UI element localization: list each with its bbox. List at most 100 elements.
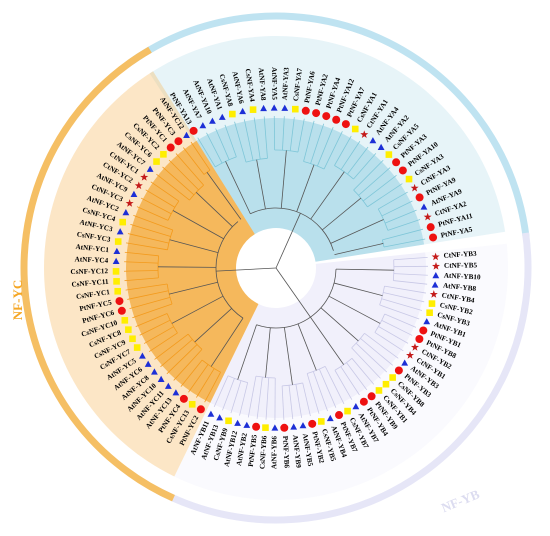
triangle-marker: [218, 113, 226, 120]
star-marker: [431, 262, 440, 270]
branch: [310, 123, 325, 164]
branch: [148, 332, 178, 352]
circle-marker: [398, 166, 407, 175]
square-marker: [249, 106, 257, 113]
triangle-marker: [146, 165, 154, 172]
square-marker: [188, 401, 196, 408]
square-marker: [292, 105, 299, 113]
triangle-marker: [420, 203, 428, 210]
branch: [247, 376, 257, 418]
triangle-marker: [432, 272, 440, 279]
triangle-marker: [270, 104, 278, 111]
triangle-marker: [209, 117, 216, 124]
branch: [288, 385, 294, 420]
branch: [139, 319, 171, 336]
circle-marker: [415, 334, 424, 343]
star-marker: [140, 173, 149, 181]
branch: [296, 164, 315, 212]
square-marker: [375, 387, 383, 394]
branch: [334, 135, 352, 166]
branch: [256, 269, 337, 329]
square-marker: [112, 268, 120, 275]
branch: [256, 377, 263, 419]
triangle-marker: [130, 190, 138, 197]
branch: [230, 380, 242, 414]
triangle-marker: [112, 257, 120, 265]
branch: [243, 119, 254, 161]
star-marker: [429, 290, 438, 298]
triangle-marker: [207, 410, 215, 417]
square-marker: [428, 300, 436, 307]
square-marker: [344, 407, 351, 415]
branch: [189, 184, 204, 201]
branch: [318, 368, 337, 408]
branch: [201, 359, 221, 373]
branch: [166, 344, 198, 375]
branch: [188, 364, 209, 393]
branch: [263, 116, 268, 159]
branch: [275, 213, 301, 269]
branch: [324, 366, 345, 405]
triangle-marker: [299, 422, 307, 429]
leaf-label: PtNF-YB6: [281, 436, 291, 469]
clade-label: NF-YB: [439, 486, 482, 515]
circle-marker: [179, 394, 188, 403]
branch: [173, 349, 203, 381]
branch: [364, 333, 399, 359]
circle-marker: [415, 193, 424, 202]
branch: [133, 215, 173, 231]
triangle-marker: [172, 389, 180, 396]
branch: [145, 189, 176, 208]
branch: [306, 373, 320, 414]
branch: [384, 285, 426, 294]
branch: [382, 228, 424, 241]
circle-marker: [312, 109, 321, 118]
branch: [169, 281, 218, 295]
branch: [182, 147, 205, 175]
branch: [213, 375, 229, 408]
branch: [384, 209, 417, 224]
branch: [227, 375, 248, 383]
branch: [353, 159, 384, 191]
clade-label: NF-YA: [413, 6, 456, 35]
branch: [124, 261, 159, 264]
branch: [156, 173, 190, 201]
branch: [381, 298, 423, 311]
circle-marker: [359, 397, 368, 406]
branch: [280, 150, 287, 209]
triangle-marker: [157, 375, 165, 382]
branch: [127, 233, 169, 244]
triangle-marker: [271, 424, 279, 431]
square-marker: [405, 175, 413, 183]
clade-background: [126, 140, 259, 403]
branch: [265, 377, 270, 420]
clade-label: NF-YC: [10, 280, 25, 320]
branch: [157, 255, 160, 278]
branch: [166, 313, 178, 334]
branch: [358, 167, 391, 196]
square-marker: [119, 218, 127, 226]
clade-background: [174, 243, 508, 500]
triangle-marker: [260, 104, 267, 112]
branch: [381, 320, 413, 336]
circle-marker: [341, 120, 350, 129]
branch: [334, 370, 353, 400]
branch: [132, 303, 173, 319]
branch: [379, 304, 420, 320]
leaf-label: AtNF-YC1: [75, 243, 110, 254]
branch: [169, 239, 219, 253]
leaf-label: AtNF-YB8: [443, 282, 477, 294]
triangle-marker: [234, 419, 242, 426]
clade-background: [149, 35, 506, 245]
triangle-marker: [290, 423, 298, 430]
branch: [351, 347, 381, 379]
branch: [124, 270, 159, 272]
branch: [158, 266, 217, 268]
leaf-label: AtNF-YA3: [281, 67, 291, 101]
triangle-marker: [216, 414, 224, 421]
branch: [143, 326, 174, 344]
square-marker: [389, 374, 396, 381]
circle-marker: [426, 223, 435, 232]
branch: [330, 219, 384, 244]
